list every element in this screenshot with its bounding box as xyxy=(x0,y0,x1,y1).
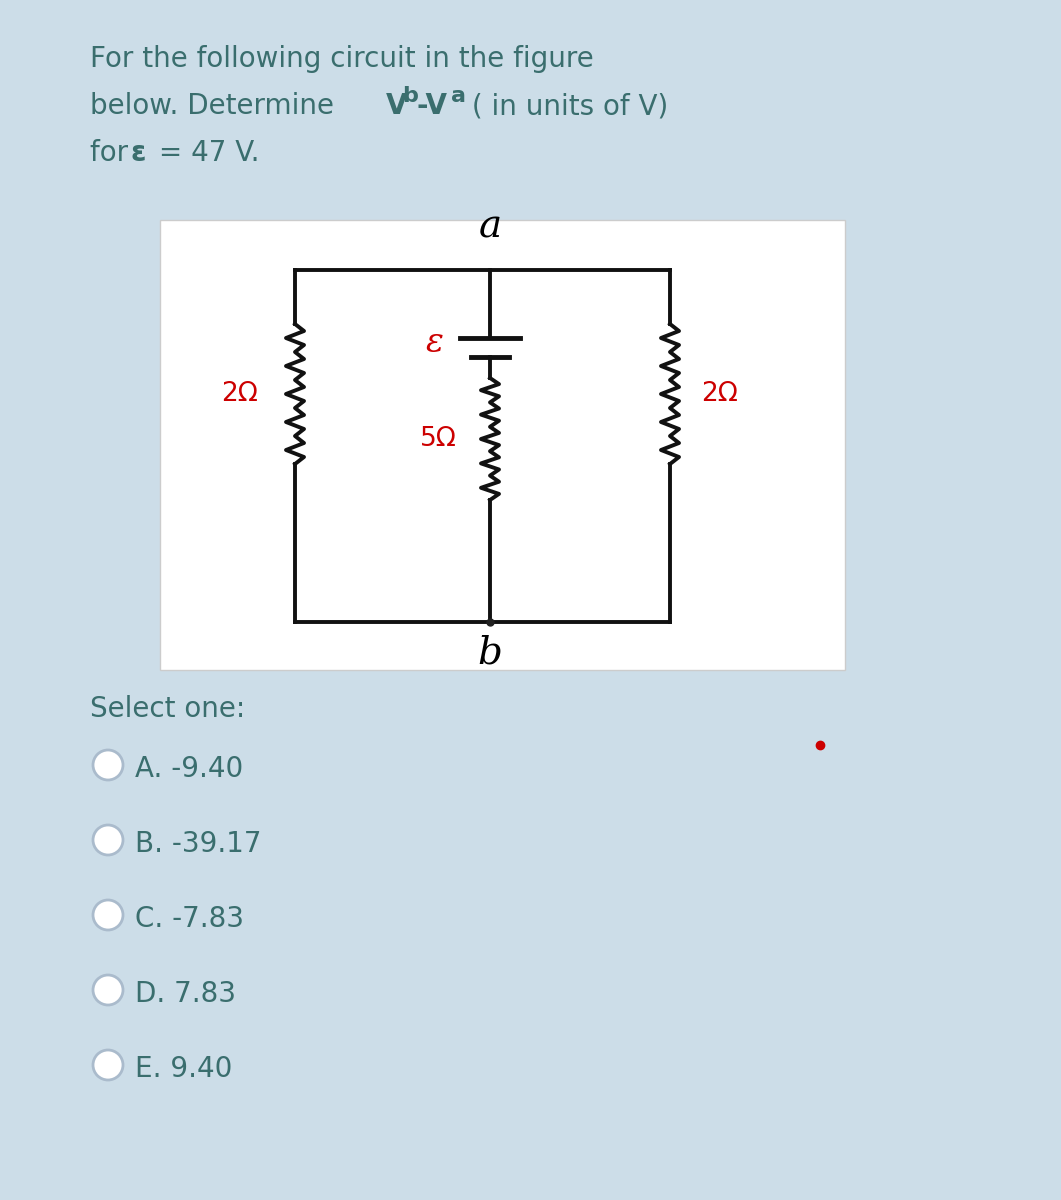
Text: 2Ω: 2Ω xyxy=(701,382,738,407)
Text: A. -9.40: A. -9.40 xyxy=(135,755,243,782)
Text: for: for xyxy=(90,139,137,167)
Text: D. 7.83: D. 7.83 xyxy=(135,980,236,1008)
Text: b: b xyxy=(402,86,418,106)
Text: ε: ε xyxy=(427,326,443,359)
Text: a: a xyxy=(451,86,466,106)
FancyBboxPatch shape xyxy=(160,220,845,670)
Text: B. -39.17: B. -39.17 xyxy=(135,830,261,858)
Text: ε: ε xyxy=(131,139,146,167)
Circle shape xyxy=(93,900,123,930)
Text: Select one:: Select one: xyxy=(90,695,245,722)
Circle shape xyxy=(93,750,123,780)
Text: E. 9.40: E. 9.40 xyxy=(135,1055,232,1082)
Text: below. Determine: below. Determine xyxy=(90,92,343,120)
Circle shape xyxy=(93,826,123,854)
Text: 2Ω: 2Ω xyxy=(222,382,259,407)
Circle shape xyxy=(93,974,123,1006)
Text: a: a xyxy=(479,208,502,245)
Text: For the following circuit in the figure: For the following circuit in the figure xyxy=(90,44,594,73)
Text: C. -7.83: C. -7.83 xyxy=(135,905,244,934)
FancyBboxPatch shape xyxy=(35,10,1025,1186)
Text: -V: -V xyxy=(417,92,448,120)
Text: V: V xyxy=(386,92,407,120)
Text: 5Ω: 5Ω xyxy=(419,426,456,452)
Text: b: b xyxy=(477,634,503,671)
Text: ( in units of V): ( in units of V) xyxy=(463,92,668,120)
Circle shape xyxy=(93,1050,123,1080)
Text: = 47 V.: = 47 V. xyxy=(150,139,260,167)
